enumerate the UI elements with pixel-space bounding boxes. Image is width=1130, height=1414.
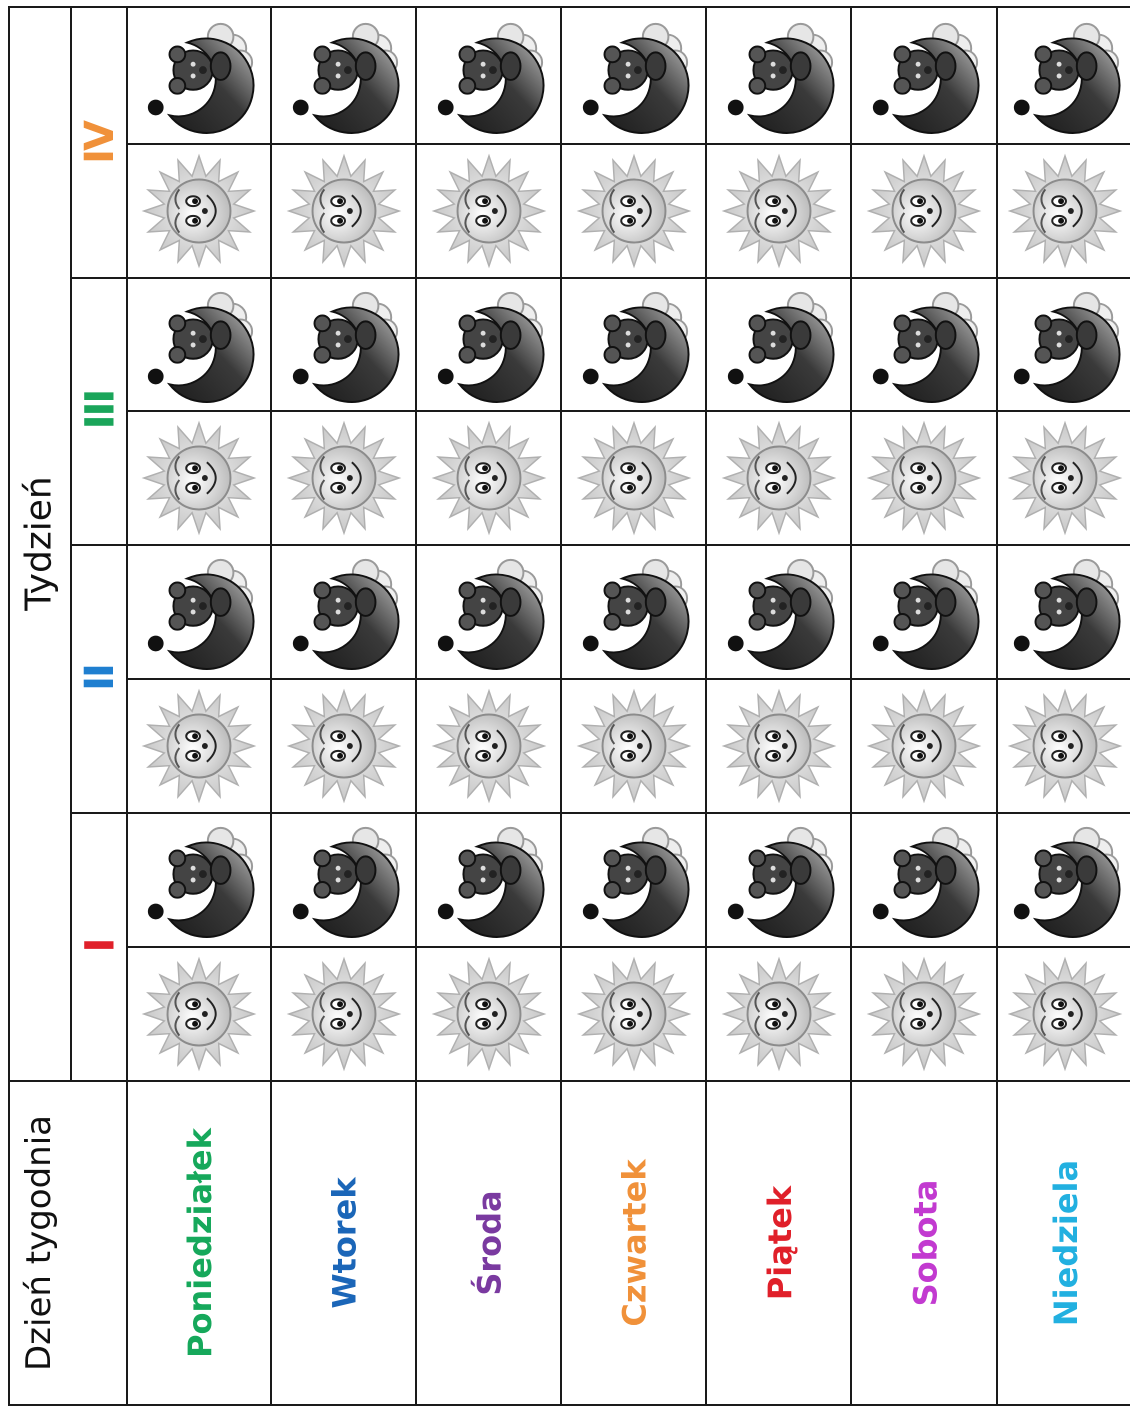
week-label-IV: IV [76, 122, 123, 164]
moon-bear-icon[interactable] [272, 814, 415, 946]
moon-bear-icon[interactable] [272, 279, 415, 410]
day-label-piątek: Piątek [760, 1185, 799, 1301]
moon-bear-icon[interactable] [128, 279, 270, 410]
sun-icon[interactable] [707, 145, 850, 277]
sun-icon[interactable] [998, 948, 1130, 1080]
grid-line [705, 6, 707, 1406]
grid-line [8, 1080, 1130, 1082]
moon-bear-icon[interactable] [562, 8, 705, 143]
moon-bear-icon[interactable] [852, 279, 996, 410]
grid-line [70, 812, 1130, 814]
sun-icon[interactable] [998, 145, 1130, 277]
sun-icon[interactable] [852, 948, 996, 1080]
sun-icon[interactable] [417, 948, 560, 1080]
moon-bear-icon[interactable] [852, 546, 996, 678]
day-label-wtorek: Wtorek [325, 1177, 364, 1309]
sun-icon[interactable] [562, 412, 705, 544]
sun-icon[interactable] [562, 145, 705, 277]
moon-bear-icon[interactable] [707, 279, 850, 410]
moon-bear-icon[interactable] [852, 8, 996, 143]
grid-line [8, 1404, 1130, 1406]
grid-line [70, 544, 1130, 546]
grid-line [126, 6, 128, 1406]
sun-icon[interactable] [707, 948, 850, 1080]
sun-icon[interactable] [852, 680, 996, 812]
moon-bear-icon[interactable] [998, 814, 1130, 946]
sun-icon[interactable] [852, 145, 996, 277]
grid-line [70, 277, 1130, 279]
habit-tracker-sheet: Tydzień Dzień tygodnia IV III II I Poniedziałe… [8, 6, 1130, 1414]
sun-icon[interactable] [417, 680, 560, 812]
moon-bear-icon[interactable] [707, 546, 850, 678]
moon-bear-icon[interactable] [417, 814, 560, 946]
day-label-czwartek: Czwartek [615, 1159, 654, 1327]
grid-line [70, 6, 72, 1080]
sun-icon[interactable] [998, 680, 1130, 812]
grid-line [126, 143, 1130, 145]
moon-bear-icon[interactable] [562, 546, 705, 678]
grid-line [8, 6, 1130, 8]
day-column-title: Dzień tygodnia [19, 1115, 59, 1371]
sun-icon[interactable] [707, 680, 850, 812]
grid-line [996, 6, 998, 1406]
moon-bear-icon[interactable] [998, 546, 1130, 678]
week-section-title: Tydzień [18, 475, 60, 611]
sun-icon[interactable] [128, 680, 270, 812]
week-label-I: I [76, 939, 123, 953]
moon-bear-icon[interactable] [998, 8, 1130, 143]
sun-icon[interactable] [272, 948, 415, 1080]
sun-icon[interactable] [128, 412, 270, 544]
sun-icon[interactable] [128, 145, 270, 277]
day-label-sobota: Sobota [905, 1179, 944, 1307]
moon-bear-icon[interactable] [852, 814, 996, 946]
moon-bear-icon[interactable] [128, 8, 270, 143]
grid-line [126, 678, 1130, 680]
moon-bear-icon[interactable] [707, 814, 850, 946]
moon-bear-icon[interactable] [417, 546, 560, 678]
moon-bear-icon[interactable] [272, 8, 415, 143]
grid-line [8, 6, 10, 1406]
grid-line [850, 6, 852, 1406]
sun-icon[interactable] [562, 680, 705, 812]
sun-icon[interactable] [998, 412, 1130, 544]
moon-bear-icon[interactable] [272, 546, 415, 678]
sun-icon[interactable] [852, 412, 996, 544]
moon-bear-icon[interactable] [128, 546, 270, 678]
grid-line [270, 6, 272, 1406]
sun-icon[interactable] [417, 145, 560, 277]
moon-bear-icon[interactable] [128, 814, 270, 946]
grid-line [560, 6, 562, 1406]
grid-line [126, 410, 1130, 412]
sun-icon[interactable] [707, 412, 850, 544]
moon-bear-icon[interactable] [562, 279, 705, 410]
moon-bear-icon[interactable] [417, 8, 560, 143]
moon-bear-icon[interactable] [417, 279, 560, 410]
moon-bear-icon[interactable] [998, 279, 1130, 410]
moon-bear-icon[interactable] [707, 8, 850, 143]
grid-line [126, 946, 1130, 948]
moon-bear-icon[interactable] [562, 814, 705, 946]
grid-line [415, 6, 417, 1406]
sun-icon[interactable] [272, 412, 415, 544]
week-label-II: II [76, 665, 123, 691]
week-label-III: III [76, 390, 123, 430]
sun-icon[interactable] [272, 145, 415, 277]
sun-icon[interactable] [128, 948, 270, 1080]
day-label-poniedziałek: Poniedziałek [180, 1128, 219, 1358]
sun-icon[interactable] [562, 948, 705, 1080]
sun-icon[interactable] [272, 680, 415, 812]
day-label-niedziela: Niedziela [1047, 1159, 1086, 1327]
day-label-środa: Środa [470, 1190, 509, 1296]
sun-icon[interactable] [417, 412, 560, 544]
